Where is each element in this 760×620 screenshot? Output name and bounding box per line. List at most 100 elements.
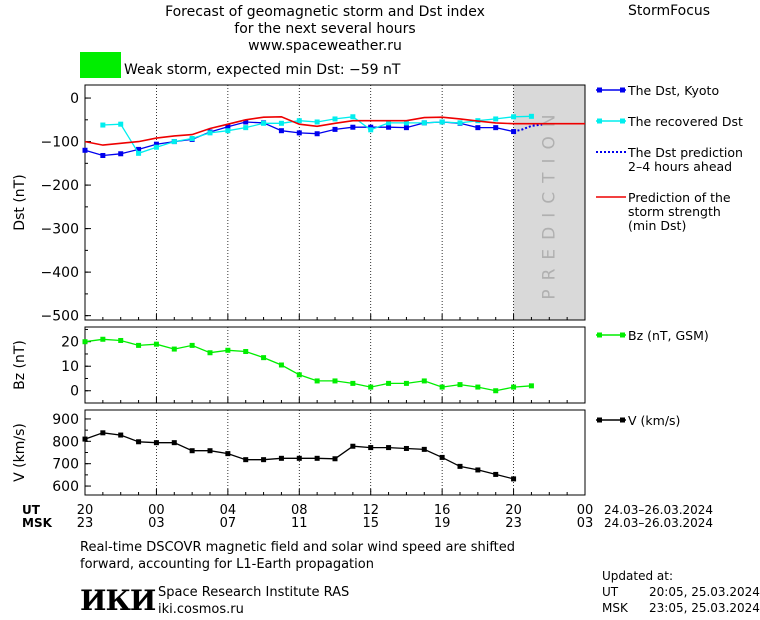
- legend-marker: [620, 417, 625, 423]
- msk-tick-label: 03: [148, 516, 165, 531]
- dst-data-point: [493, 116, 499, 122]
- dst-legend-item-0: The Dst, Kyoto: [596, 83, 719, 98]
- bz-data-point: [350, 380, 356, 386]
- legend-label: 2–4 hours ahead: [628, 159, 732, 174]
- prediction-label: PREDICTION: [539, 105, 559, 299]
- dst-data-point: [243, 125, 249, 131]
- bz-data-point: [296, 372, 302, 378]
- dst-data-point: [225, 128, 231, 134]
- dst-data-point: [368, 124, 374, 130]
- v-data-point: [171, 440, 177, 446]
- dst-data-point: [225, 124, 231, 130]
- dst-data-point: [368, 127, 374, 133]
- v-data-point: [207, 448, 213, 454]
- v-data-point: [439, 454, 445, 460]
- dst-data-point: [136, 146, 142, 152]
- legend-label: The recovered Dst: [627, 114, 743, 129]
- v-data-point: [296, 455, 302, 461]
- ut-tick-label: 12: [362, 503, 379, 518]
- ut-tick-label: 16: [434, 503, 451, 518]
- dst-legend-item-1: The recovered Dst: [596, 114, 743, 129]
- v-series-0: [82, 430, 517, 482]
- dst-data-point: [332, 116, 338, 122]
- dst-data-point: [528, 113, 534, 119]
- dst-data-point: [475, 125, 481, 131]
- legend-label: V (km/s): [628, 413, 680, 428]
- bz-panel-frame: [84, 326, 586, 404]
- bz-data-point: [386, 380, 392, 386]
- iki-logo: ИКИ: [80, 584, 156, 617]
- msk-label: MSK: [22, 516, 52, 530]
- v-data-point: [421, 446, 427, 452]
- bz-data-point: [207, 350, 213, 356]
- v-data-point: [118, 432, 124, 438]
- bz-ytick-label: 0: [70, 384, 79, 400]
- bz-data-point: [225, 347, 231, 353]
- dst-data-point: [511, 114, 517, 120]
- msk-tick-label: 07: [220, 516, 237, 531]
- v-data-point: [511, 476, 517, 482]
- dst-data-point: [136, 150, 142, 156]
- bz-data-point: [368, 384, 374, 390]
- legend-label: (min Dst): [628, 218, 686, 233]
- updated-msk-time: 23:05, 25.03.2024: [649, 601, 760, 615]
- dst-data-point: [511, 129, 517, 135]
- ut-tick-label: 20: [77, 503, 94, 518]
- bz-data-point: [243, 349, 249, 355]
- brand-name: StormFocus: [628, 3, 711, 19]
- updated-label: Updated at:: [602, 569, 673, 583]
- dst-data-point: [403, 120, 409, 126]
- ut-date-range: 24.03–26.03.2024: [604, 503, 714, 517]
- v-ytick-label: 800: [52, 434, 79, 450]
- legend-label: storm strength: [628, 204, 721, 219]
- bz-data-point: [493, 388, 499, 394]
- bz-data-point: [403, 380, 409, 386]
- ut-tick-label: 00: [148, 503, 165, 518]
- bz-data-point: [189, 342, 195, 348]
- bz-data-point: [314, 378, 320, 384]
- bz-legend-item-0: Bz (nT, GSM): [596, 328, 709, 343]
- dst-series-line: [84, 115, 585, 146]
- msk-tick-label: 23: [505, 516, 522, 531]
- dst-data-point: [189, 136, 195, 142]
- bz-data-point: [171, 346, 177, 352]
- v-data-point: [225, 451, 231, 457]
- dst-data-point: [439, 119, 445, 125]
- dst-data-point: [314, 131, 320, 137]
- chart-subtitle: for the next several hours: [234, 21, 416, 37]
- chart-title: Forecast of geomagnetic storm and Dst in…: [165, 4, 485, 20]
- dst-data-point: [421, 120, 427, 126]
- legend-marker: [620, 332, 625, 338]
- bz-data-point: [278, 362, 284, 368]
- bz-data-point: [100, 336, 106, 342]
- legend-label: Prediction of the: [628, 190, 731, 205]
- dst-ytick-label: −400: [41, 265, 79, 281]
- v-data-point: [261, 457, 267, 463]
- note-line2: forward, accounting for L1-Earth propaga…: [80, 557, 374, 572]
- dst-data-point: [153, 144, 159, 150]
- dst-series-1: [100, 113, 534, 156]
- dst-data-point: [261, 120, 267, 126]
- legend-label: The Dst prediction: [627, 145, 743, 160]
- bz-data-point: [153, 341, 159, 347]
- ut-tick-label: 20: [505, 503, 522, 518]
- ut-label: UT: [22, 503, 40, 517]
- dst-ytick-label: −300: [41, 222, 79, 238]
- legend-marker: [597, 118, 602, 124]
- dst-data-point: [403, 125, 409, 131]
- updated-ut-time: 20:05, 25.03.2024: [649, 585, 760, 599]
- bz-data-point: [528, 383, 534, 389]
- legend-marker: [597, 332, 602, 338]
- v-ytick-label: 900: [52, 412, 79, 428]
- bz-ytick-label: 20: [61, 335, 79, 351]
- legend-label: Bz (nT, GSM): [628, 328, 709, 343]
- legend-marker: [620, 118, 625, 124]
- v-data-point: [278, 455, 284, 461]
- dst-data-point: [350, 124, 356, 130]
- updated-ut-label: UT: [602, 585, 619, 599]
- v-data-point: [350, 443, 356, 449]
- ut-tick-label: 00: [577, 503, 594, 518]
- legend-marker: [620, 87, 625, 93]
